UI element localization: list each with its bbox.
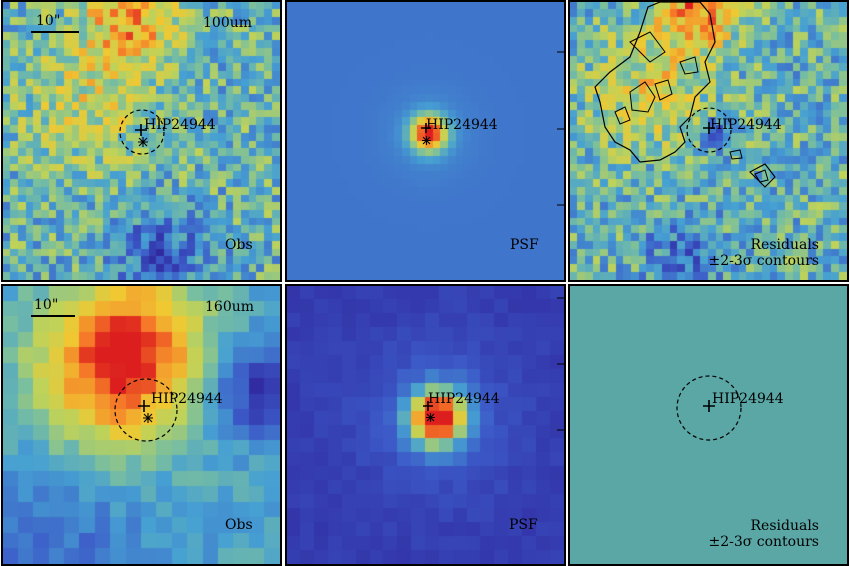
panel-type-label: Residuals — [750, 237, 819, 253]
scale-bar — [31, 315, 75, 317]
source-marker-overlay — [423, 297, 564, 431]
image-160um-residuals — [570, 286, 847, 564]
source-label: HIP24944 — [426, 117, 498, 133]
source-marker-overlay — [114, 378, 178, 442]
source-label: HIP24944 — [144, 117, 216, 133]
panel-160um-psf: HIP24944 PSF — [285, 284, 566, 566]
panel-100um-residuals: HIP24944 Residuals ±2-3σ contours — [568, 0, 849, 282]
source-marker-overlay — [676, 375, 742, 441]
scale-bar — [31, 31, 79, 33]
panel-type-label: PSF — [509, 517, 538, 533]
residual-contours — [594, 2, 776, 188]
panel-type-label: Obs — [225, 517, 253, 533]
scale-bar-label: 10" — [36, 13, 61, 29]
image-100um-residuals — [570, 2, 847, 280]
contour-label: ±2-3σ contours — [708, 534, 819, 550]
source-marker-overlay — [119, 109, 165, 155]
panel-160um-residuals: HIP24944 Residuals ±2-3σ contours — [568, 284, 849, 566]
panel-type-label: Obs — [225, 237, 253, 253]
source-label: HIP24944 — [712, 391, 784, 407]
source-marker-overlay — [421, 51, 564, 206]
contour-label: ±2-3σ contours — [708, 253, 819, 269]
source-label: HIP24944 — [428, 391, 500, 407]
panel-100um-obs: 10" 100um HIP24944 Obs — [1, 0, 282, 282]
source-label: HIP24944 — [710, 117, 782, 133]
panel-type-label: PSF — [510, 237, 539, 253]
band-label: 100um — [203, 15, 253, 31]
scale-bar-label: 10" — [34, 297, 59, 313]
image-160um-psf — [287, 286, 564, 564]
panel-100um-psf: HIP24944 PSF — [285, 0, 566, 282]
image-160um-obs — [3, 286, 280, 564]
band-label: 160um — [205, 299, 255, 315]
panel-type-label: Residuals — [750, 518, 819, 534]
panel-160um-obs: 10" 160um HIP24944 Obs — [1, 284, 282, 566]
source-label: HIP24944 — [151, 391, 223, 407]
